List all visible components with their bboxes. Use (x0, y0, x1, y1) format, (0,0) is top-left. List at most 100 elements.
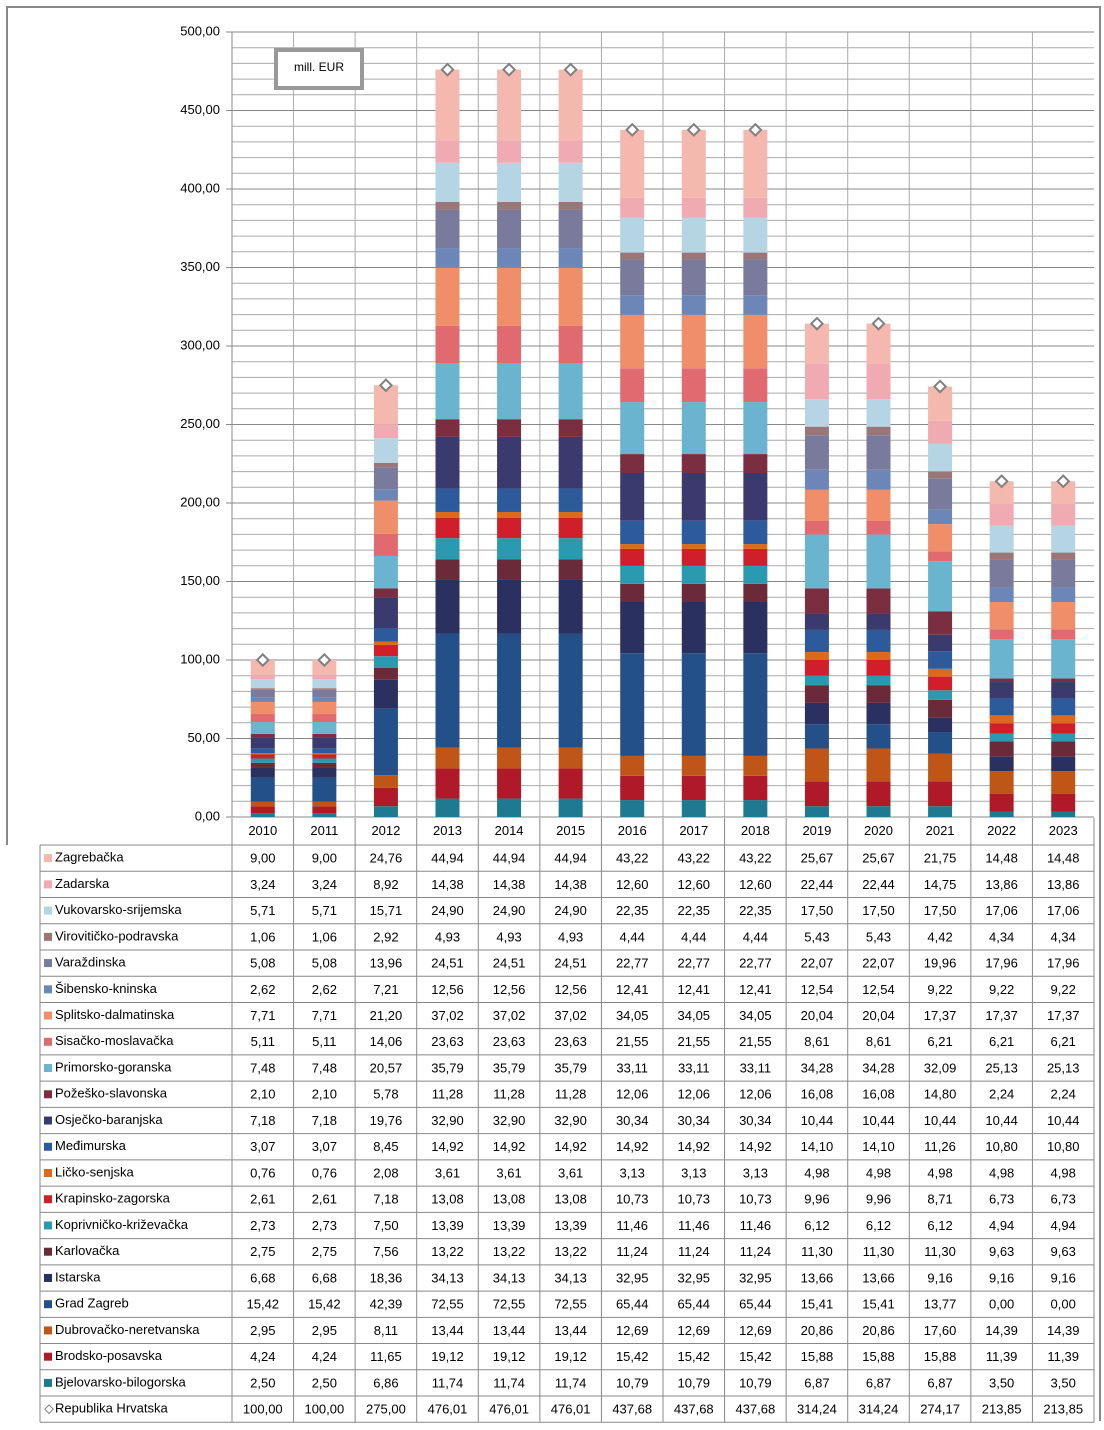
table-value: 19,76 (370, 1113, 403, 1128)
table-value: 12,56 (431, 982, 464, 997)
bar-segment (804, 534, 829, 589)
bar-segment (497, 267, 522, 326)
table-value: 7,21 (373, 982, 398, 997)
bar-segment (928, 690, 953, 700)
bar-segment (681, 601, 706, 654)
bar-segment (743, 454, 768, 473)
bar-segment (804, 489, 829, 521)
bar-segment (804, 588, 829, 614)
table-value: 12,60 (739, 877, 772, 892)
bar-segment (681, 583, 706, 602)
table-value: 35,79 (554, 1060, 587, 1075)
legend-swatch (44, 1326, 52, 1335)
y-tick-label: 500,00 (180, 23, 220, 38)
bar-segment (928, 806, 953, 817)
table-value: 32,09 (924, 1060, 957, 1075)
bar-segment (866, 520, 891, 535)
bar-segment (681, 295, 706, 315)
table-value: 12,56 (554, 982, 587, 997)
bar-segment (989, 811, 1014, 817)
bar-segment (250, 701, 275, 715)
bar-segment (743, 548, 768, 566)
table-value: 4,98 (1051, 1165, 1076, 1180)
table-value: 3,13 (681, 1165, 706, 1180)
bar-segment (681, 217, 706, 253)
table-value: 30,34 (616, 1113, 649, 1128)
table-value: 37,02 (431, 1008, 464, 1023)
bar-segment (804, 363, 829, 400)
bar-segment (989, 793, 1014, 812)
bar-segment (373, 597, 398, 629)
bar-segment (804, 724, 829, 749)
bar-segment (312, 806, 337, 814)
table-value: 8,61 (804, 1034, 829, 1049)
bar-segment (312, 762, 337, 768)
bar-segment (250, 737, 275, 749)
table-value: 17,96 (1047, 956, 1080, 971)
bar-segment (620, 454, 645, 473)
table-value: 274,17 (920, 1402, 960, 1417)
bar-segment (743, 520, 768, 545)
bar-segment (928, 524, 953, 552)
table-value: 13,77 (924, 1297, 957, 1312)
bar-segment (312, 697, 337, 702)
table-value: 22,77 (678, 956, 711, 971)
table-value: 0,00 (1051, 1297, 1076, 1312)
table-value: 4,98 (804, 1165, 829, 1180)
bar-segment (250, 754, 275, 759)
table-value: 14,92 (493, 1139, 526, 1154)
legend-swatch (44, 932, 52, 941)
bar-segment (497, 162, 522, 202)
bar-segment (620, 548, 645, 566)
bar-segment (681, 472, 706, 521)
table-value: 24,90 (554, 903, 587, 918)
bar-segment (866, 685, 891, 703)
unit-box (274, 48, 364, 90)
table-value: 14,39 (1047, 1323, 1080, 1338)
table-value: 13,44 (431, 1323, 464, 1338)
bar-segment (250, 801, 275, 807)
bar-segment (1051, 587, 1076, 603)
table-value: 17,96 (985, 956, 1018, 971)
table-value: 11,28 (555, 1087, 587, 1102)
bar-segment (1051, 678, 1076, 683)
table-value: 2,73 (312, 1218, 337, 1233)
table-value: 12,06 (739, 1087, 772, 1102)
table-value: 24,76 (370, 851, 403, 866)
table-value: 15,41 (801, 1297, 834, 1312)
bar-segment (866, 613, 891, 630)
table-value: 12,54 (862, 982, 895, 997)
bar-segment (497, 798, 522, 817)
bar-segment (312, 674, 337, 680)
bar-segment (497, 209, 522, 249)
bar-segment (373, 775, 398, 788)
bar-segment (620, 472, 645, 521)
legend-label: Šibensko-kninska (55, 981, 158, 996)
table-value: 11,46 (678, 1218, 710, 1233)
bar-segment (1051, 682, 1076, 699)
table-value: 10,44 (924, 1113, 957, 1128)
bar-segment (989, 715, 1014, 724)
table-value: 5,08 (312, 956, 337, 971)
table-value: 6,87 (927, 1375, 952, 1390)
bar-segment (250, 688, 275, 690)
table-value: 2,62 (312, 982, 337, 997)
table-value: 7,18 (312, 1113, 337, 1128)
table-value: 9,22 (927, 982, 952, 997)
table-value: 20,57 (370, 1060, 403, 1075)
table-value: 4,24 (250, 1349, 275, 1364)
bar-segment (989, 504, 1014, 526)
table-value: 21,55 (678, 1034, 711, 1049)
table-value: 32,90 (431, 1113, 464, 1128)
table-value: 42,39 (370, 1297, 403, 1312)
bar-segment (497, 559, 522, 580)
table-value: 4,34 (989, 929, 1014, 944)
legend-swatch (44, 1037, 52, 1046)
table-value: 10,79 (739, 1375, 772, 1390)
total-marker (378, 378, 393, 393)
legend-label: Istarska (55, 1269, 101, 1284)
legend-label: Grad Zagreb (55, 1296, 129, 1311)
bar-segment (928, 651, 953, 669)
table-value: 4,94 (1051, 1218, 1076, 1233)
bar-segment (804, 806, 829, 817)
